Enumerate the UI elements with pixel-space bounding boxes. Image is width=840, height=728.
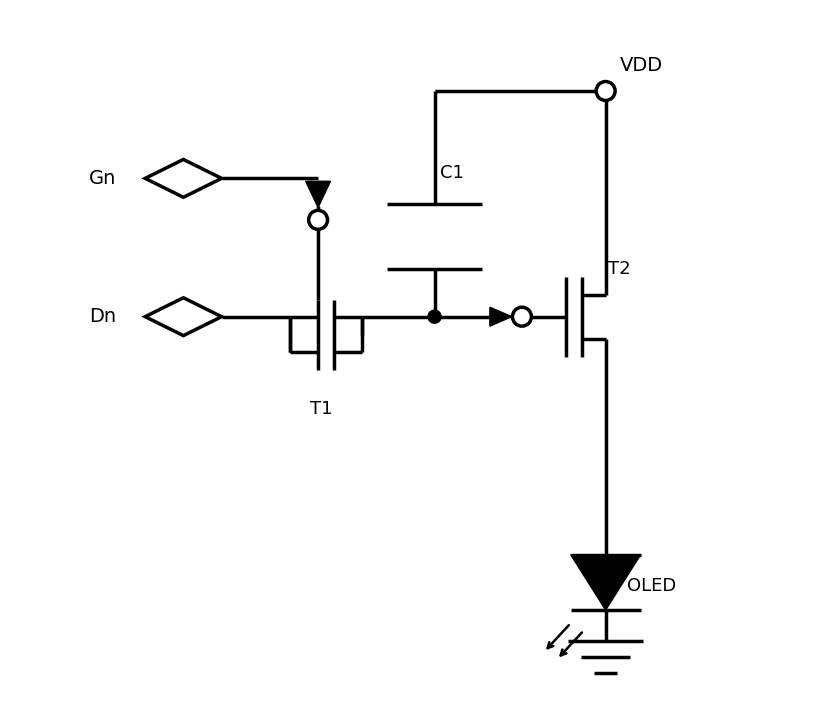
Text: OLED: OLED [627,577,677,595]
Polygon shape [490,307,512,326]
Polygon shape [570,555,641,610]
Text: C1: C1 [440,164,465,182]
Text: Dn: Dn [89,307,116,326]
Polygon shape [306,181,330,207]
Circle shape [596,82,615,100]
Text: Gn: Gn [89,169,116,188]
Text: VDD: VDD [620,56,664,75]
Circle shape [308,210,328,229]
Text: T1: T1 [311,400,333,419]
Text: T2: T2 [608,261,631,278]
Circle shape [428,310,441,323]
Circle shape [512,307,532,326]
